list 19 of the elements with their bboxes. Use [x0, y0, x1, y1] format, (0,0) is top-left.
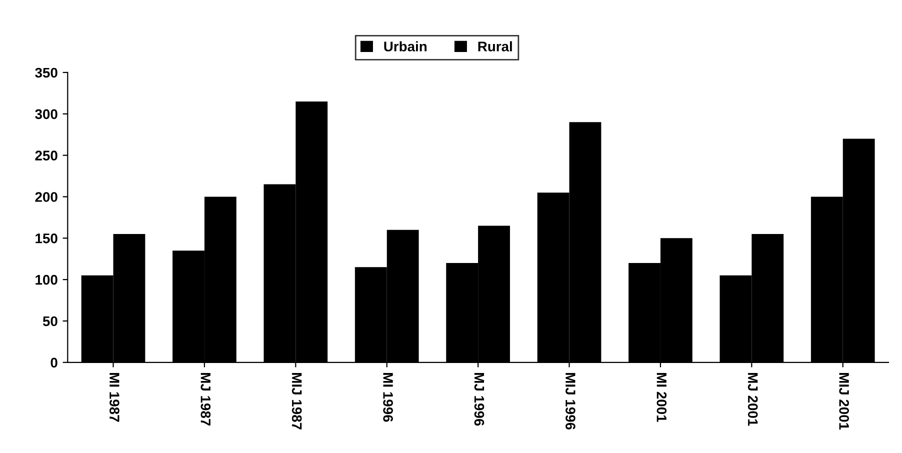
- x-tick-label: MI 2001: [656, 373, 667, 422]
- x-tick-label: MJ 1987: [200, 373, 211, 426]
- y-tick-label: 0: [50, 358, 58, 368]
- x-tick-label: MI 1987: [110, 373, 120, 422]
- legend-label: Rural: [478, 41, 512, 52]
- x-tick-label: MI 1996: [383, 373, 393, 422]
- y-tick-label: 250: [35, 150, 58, 160]
- y-tick-label: 350: [35, 68, 58, 78]
- y-tick-label: 300: [35, 109, 58, 120]
- y-tick-label: 50: [42, 316, 58, 326]
- x-tick-label: MIJ 1987: [292, 373, 302, 430]
- x-tick-label: MIJ 1996: [566, 373, 576, 430]
- x-tick-label: MJ 2001: [748, 373, 758, 426]
- x-tick-label: MJ 1996: [474, 373, 484, 426]
- legend-label: Urbain: [384, 41, 427, 52]
- y-tick-label: 100: [36, 274, 58, 285]
- x-tick-label: MIJ 2001: [839, 373, 849, 430]
- y-tick-label: 150: [36, 233, 58, 244]
- y-tick-label: 200: [35, 192, 58, 202]
